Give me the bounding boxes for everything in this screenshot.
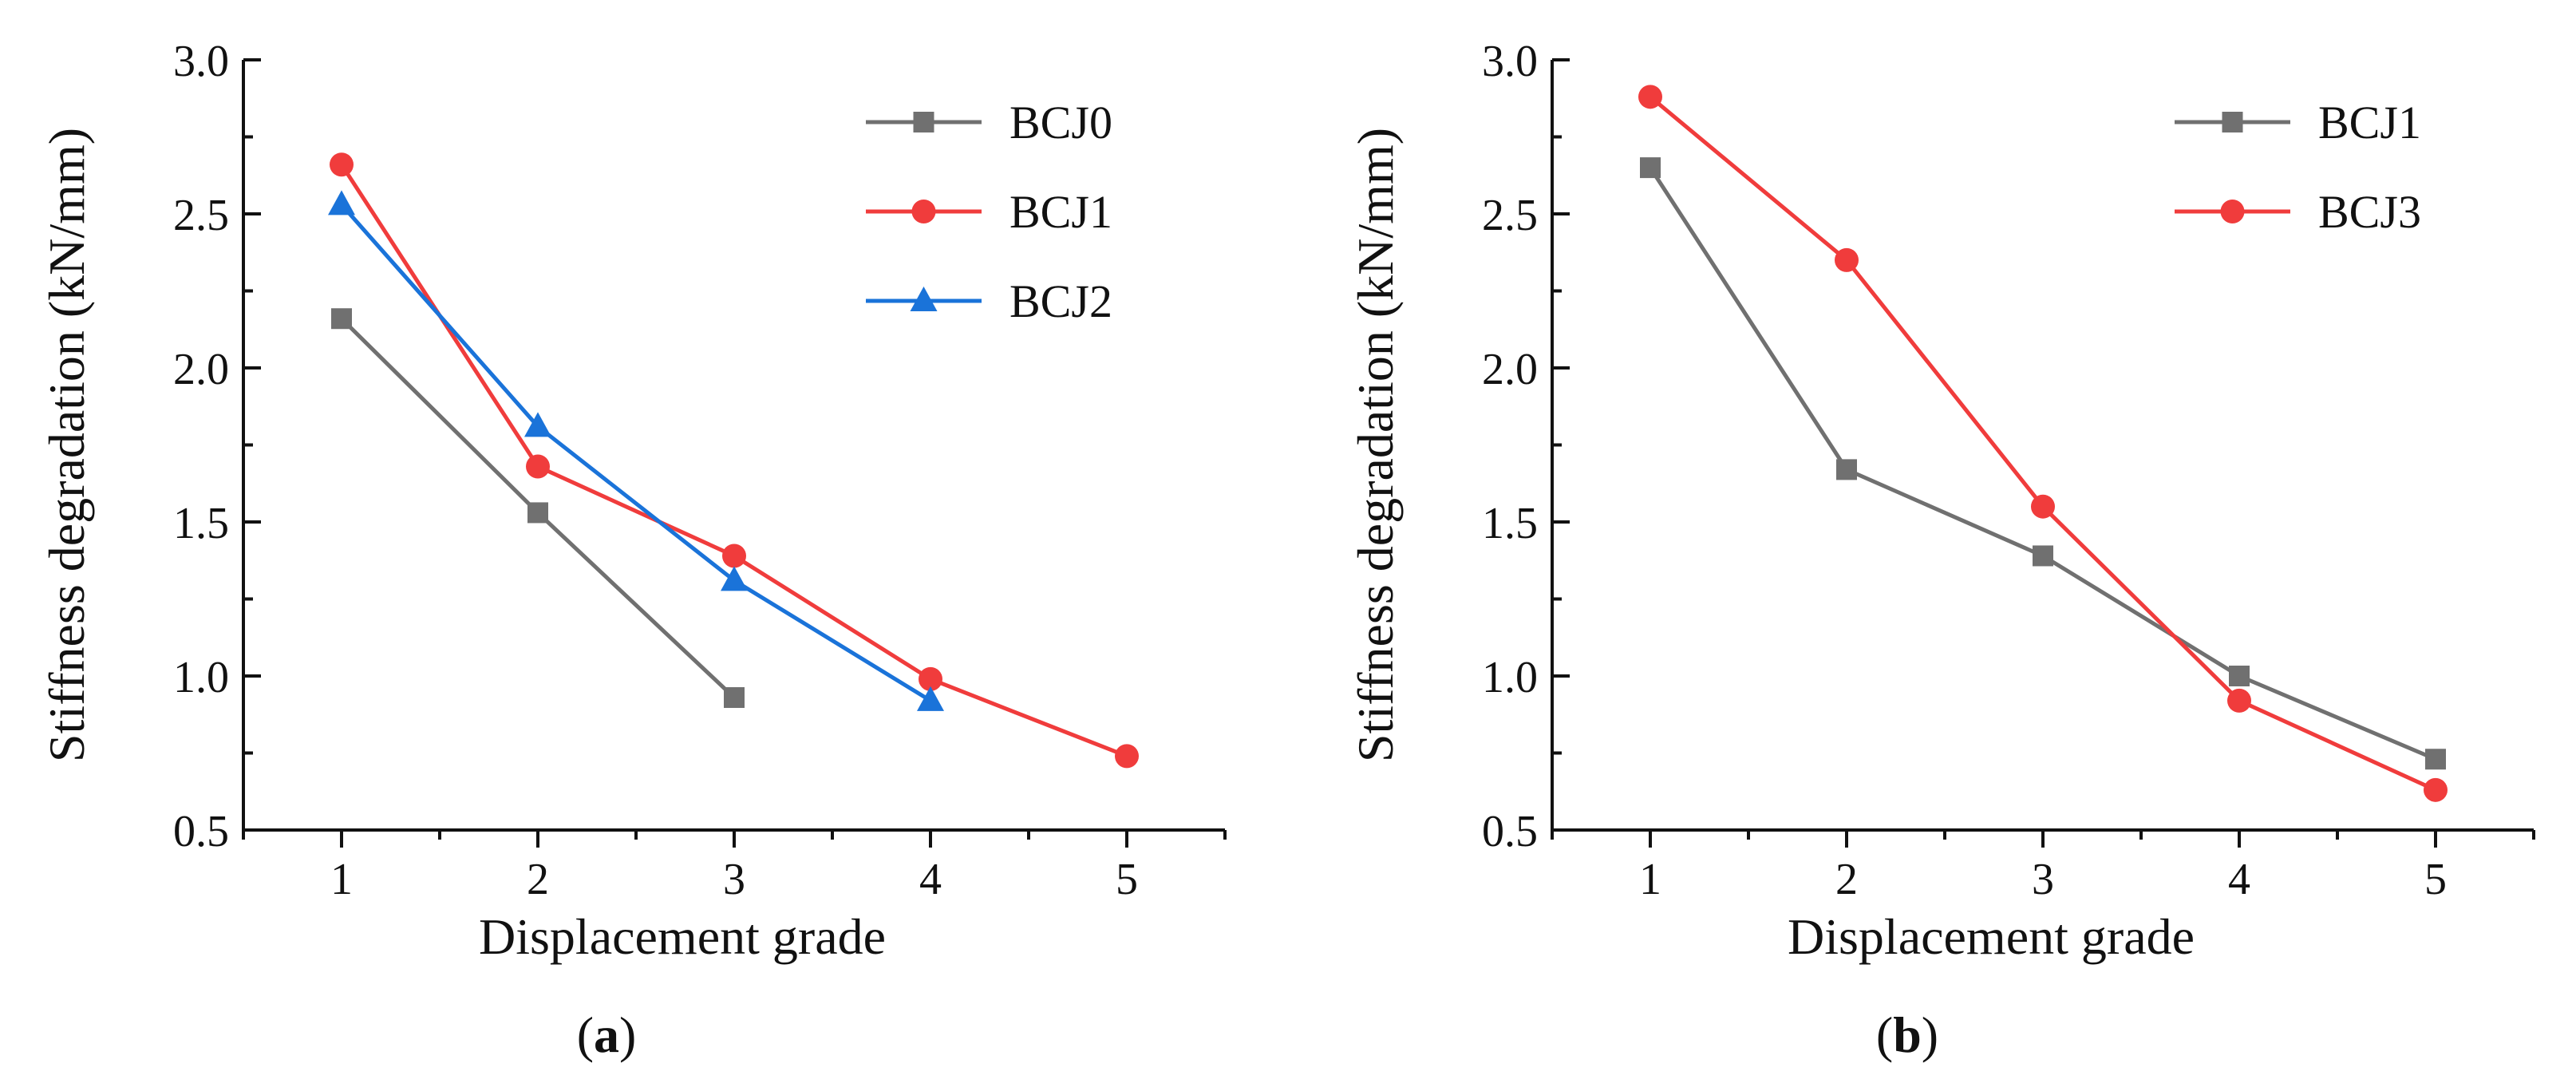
legend-label-BCJ2: BCJ2 xyxy=(1009,275,1112,327)
x-tick-label: 3 xyxy=(723,855,745,904)
legend: BCJ1 BCJ3 xyxy=(2175,97,2421,238)
data-point-BCJ1 xyxy=(2425,749,2446,770)
data-point-BCJ1 xyxy=(1115,744,1139,769)
x-axis-title: Displacement grade xyxy=(1788,908,2195,965)
y-tick-label: 0.5 xyxy=(1482,807,1538,856)
series-BCJ1 xyxy=(1640,157,2446,770)
data-point-BCJ2 xyxy=(917,686,944,711)
legend-label-BCJ1: BCJ1 xyxy=(2318,97,2421,148)
data-point-BCJ2 xyxy=(721,566,748,591)
data-point-BCJ1 xyxy=(1836,459,1857,480)
data-point-BCJ1 xyxy=(2229,666,2250,686)
x-tick-label: 2 xyxy=(527,855,549,904)
chart-panel-b: 0.5 1.0 1.5 2.0 2.5 3.0 1 2 3 4 5 Displacement grad… xyxy=(1347,37,2535,1063)
data-point-BCJ0 xyxy=(527,502,548,524)
series-BCJ0 xyxy=(331,308,745,709)
legend: BCJ0 BCJ1 BCJ2 xyxy=(866,97,1112,327)
legend-label-BCJ1: BCJ1 xyxy=(1009,186,1112,238)
chart-panel-a: 0.5 1.0 1.5 2.0 2.5 3.0 1 2 3 4 5 Displacement grad… xyxy=(38,37,1227,1063)
x-tick-label: 1 xyxy=(330,855,353,904)
data-point-BCJ3 xyxy=(1835,247,1859,272)
y-tick-label: 1.5 xyxy=(1482,499,1538,548)
legend-marker-BCJ1 xyxy=(2222,112,2243,132)
x-tick-label: 4 xyxy=(919,855,942,904)
legend-marker-BCJ1 xyxy=(911,200,936,223)
data-point-BCJ1 xyxy=(526,454,550,479)
data-point-BCJ3 xyxy=(2227,688,2251,713)
y-tick-label: 1.0 xyxy=(1482,653,1538,702)
data-point-BCJ1 xyxy=(1640,157,1661,179)
y-tick-label: 2.0 xyxy=(173,345,229,394)
y-tick-label: 0.5 xyxy=(173,807,229,856)
panel-caption: (b) xyxy=(1876,1006,1938,1063)
x-tick-label: 5 xyxy=(1116,855,1138,904)
series-line-BCJ2 xyxy=(340,203,932,703)
legend-label-BCJ0: BCJ0 xyxy=(1009,97,1112,148)
y-tick-label: 2.5 xyxy=(1482,191,1538,240)
series-line-BCJ1 xyxy=(339,163,1128,758)
data-point-BCJ3 xyxy=(2424,777,2448,802)
x-tick-label: 4 xyxy=(2228,855,2250,904)
legend-label-BCJ3: BCJ3 xyxy=(2318,186,2421,238)
legend-marker-BCJ2 xyxy=(910,287,938,311)
x-tick-label: 2 xyxy=(1835,855,1858,904)
y-tick-label: 3.0 xyxy=(173,37,229,86)
panel-caption: (a) xyxy=(577,1006,637,1063)
legend-marker-BCJ0 xyxy=(913,112,934,132)
data-point-BCJ3 xyxy=(2031,494,2055,519)
y-tick-label: 3.0 xyxy=(1482,37,1538,86)
x-tick-label: 1 xyxy=(1639,855,1661,904)
x-tick-label: 3 xyxy=(2032,855,2054,904)
y-tick-label: 2.5 xyxy=(173,191,229,240)
series-BCJ3 xyxy=(1638,85,2448,802)
legend-marker-BCJ3 xyxy=(2220,200,2245,223)
y-tick-label: 1.0 xyxy=(173,653,229,702)
y-axis-title: Stiffness degradation (kN/mm) xyxy=(1347,128,1404,762)
x-tick-label: 5 xyxy=(2424,855,2447,904)
series-BCJ1 xyxy=(330,152,1139,769)
y-tick-label: 1.5 xyxy=(173,499,229,548)
data-point-BCJ3 xyxy=(1638,85,1662,109)
data-point-BCJ1 xyxy=(919,666,942,691)
data-point-BCJ0 xyxy=(331,308,352,330)
series-BCJ2 xyxy=(328,190,944,711)
data-point-BCJ2 xyxy=(328,190,355,215)
data-point-BCJ2 xyxy=(524,412,551,437)
data-point-BCJ0 xyxy=(724,687,745,709)
data-point-BCJ1 xyxy=(330,152,354,177)
x-axis-title: Displacement grade xyxy=(479,908,886,965)
y-tick-label: 2.0 xyxy=(1482,345,1538,394)
y-axis-title: Stiffness degradation (kN/mm) xyxy=(38,128,95,762)
data-point-BCJ1 xyxy=(722,544,746,568)
data-point-BCJ1 xyxy=(2033,545,2053,567)
series-line-BCJ1 xyxy=(1648,166,2436,761)
